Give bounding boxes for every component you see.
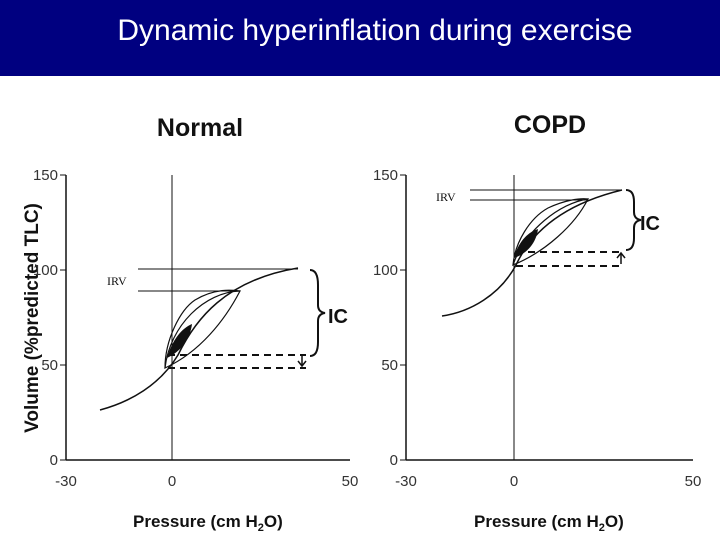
- copd-panel: COPD 150 100 50 0 -30 0 50 IRV IC Pressu…: [373, 111, 701, 534]
- title-bar: [0, 0, 720, 76]
- copd-x-tick-label: -30: [395, 473, 417, 490]
- copd-resting-tidal-loop: [514, 229, 538, 258]
- copd-exercise-loop: [512, 198, 589, 266]
- copd-irv-label: IRV: [436, 190, 456, 204]
- normal-irv-label: IRV: [107, 274, 127, 288]
- normal-resting-tidal-loop: [167, 324, 192, 358]
- normal-x-tick-label: -30: [55, 473, 77, 490]
- normal-y-tick-label: 100: [33, 262, 58, 279]
- normal-x-tick-label: 0: [168, 473, 176, 490]
- copd-x-tick-label: 50: [685, 473, 702, 490]
- normal-exercise-loop: [164, 289, 241, 369]
- normal-y-tick-label: 50: [41, 357, 58, 374]
- normal-x-axis-label: Pressure (cm H2O): [133, 512, 283, 534]
- copd-x-axis-label: Pressure (cm H2O): [474, 512, 624, 534]
- slide-title: Dynamic hyperinflation during exercise: [117, 14, 633, 47]
- normal-title: Normal: [157, 114, 243, 142]
- normal-y-tick-label: 150: [33, 167, 58, 184]
- copd-title: COPD: [514, 111, 586, 139]
- copd-y-tick-label: 150: [373, 167, 398, 184]
- normal-ic-bracket: [309, 269, 326, 357]
- copd-x-tick-label: 0: [510, 473, 518, 490]
- copd-y-tick-label: 100: [373, 262, 398, 279]
- copd-pv-curve: [441, 189, 623, 317]
- normal-panel: Normal Volume (%predicted TLC) 150 100 5…: [22, 114, 358, 534]
- copd-ic-label: IC: [640, 213, 660, 235]
- copd-y-tick-label: 0: [390, 452, 398, 469]
- copd-y-tick-label: 50: [381, 357, 398, 374]
- normal-y-axis-label: Volume (%predicted TLC): [22, 203, 43, 433]
- normal-y-tick-label: 0: [50, 452, 58, 469]
- copd-eelv-arrow: [616, 251, 626, 264]
- normal-eelv-arrow: [297, 355, 307, 368]
- normal-pv-curve: [99, 267, 299, 411]
- normal-ic-label: IC: [328, 306, 348, 328]
- copd-ic-bracket: [625, 189, 642, 251]
- normal-x-tick-label: 50: [342, 473, 359, 490]
